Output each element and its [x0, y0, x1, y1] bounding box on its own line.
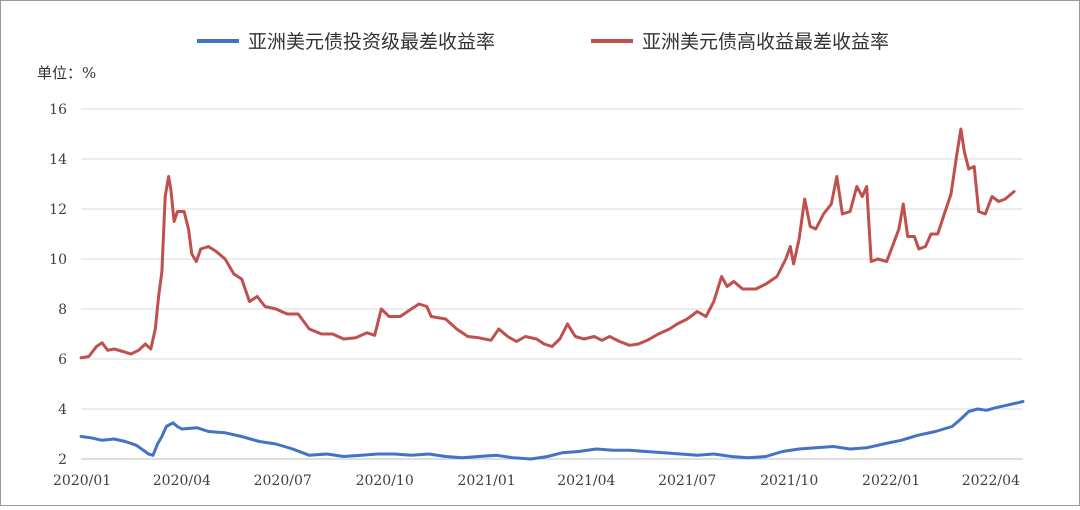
- series-line-1: [79, 400, 1025, 461]
- x-tick-label: 2022/01: [862, 473, 920, 489]
- series-line-2: [79, 127, 1016, 360]
- legend-label-series-1: 亚洲美元债投资级最差收益率: [248, 31, 495, 53]
- x-tick-label: 2020/07: [254, 473, 312, 489]
- y-tick-label: 4: [58, 402, 67, 418]
- y-tick-label: 10: [49, 252, 67, 268]
- x-tick-label: 2020/10: [356, 473, 414, 489]
- x-tick-label: 2020/04: [153, 473, 211, 489]
- y-tick-label: 2: [58, 452, 67, 468]
- series-layer: [79, 127, 1025, 461]
- x-tick-label: 2021/10: [760, 473, 818, 489]
- y-tick-label: 14: [49, 152, 67, 168]
- legend: 亚洲美元债投资级最差收益率 亚洲美元债高收益最差收益率: [197, 31, 889, 53]
- y-tick-label: 8: [58, 302, 67, 318]
- y-tick-label: 12: [49, 202, 67, 218]
- x-tick-label: 2022/04: [962, 473, 1020, 489]
- x-tick-label: 2020/01: [53, 473, 111, 489]
- grid-layer: [81, 108, 1023, 410]
- axis-layer: 2 4 6 8 10 12 14 16 2020/01 2020/04 2020/07 2020/10…: [49, 102, 1023, 489]
- x-tick-label: 2021/04: [557, 473, 615, 489]
- x-tick-label: 2021/01: [458, 473, 516, 489]
- x-tick-label: 2021/07: [658, 473, 716, 489]
- unit-label: 单位：%: [37, 64, 96, 82]
- y-tick-label: 6: [58, 352, 67, 368]
- legend-label-series-2: 亚洲美元债高收益最差收益率: [642, 31, 889, 53]
- y-tick-label: 16: [49, 102, 67, 118]
